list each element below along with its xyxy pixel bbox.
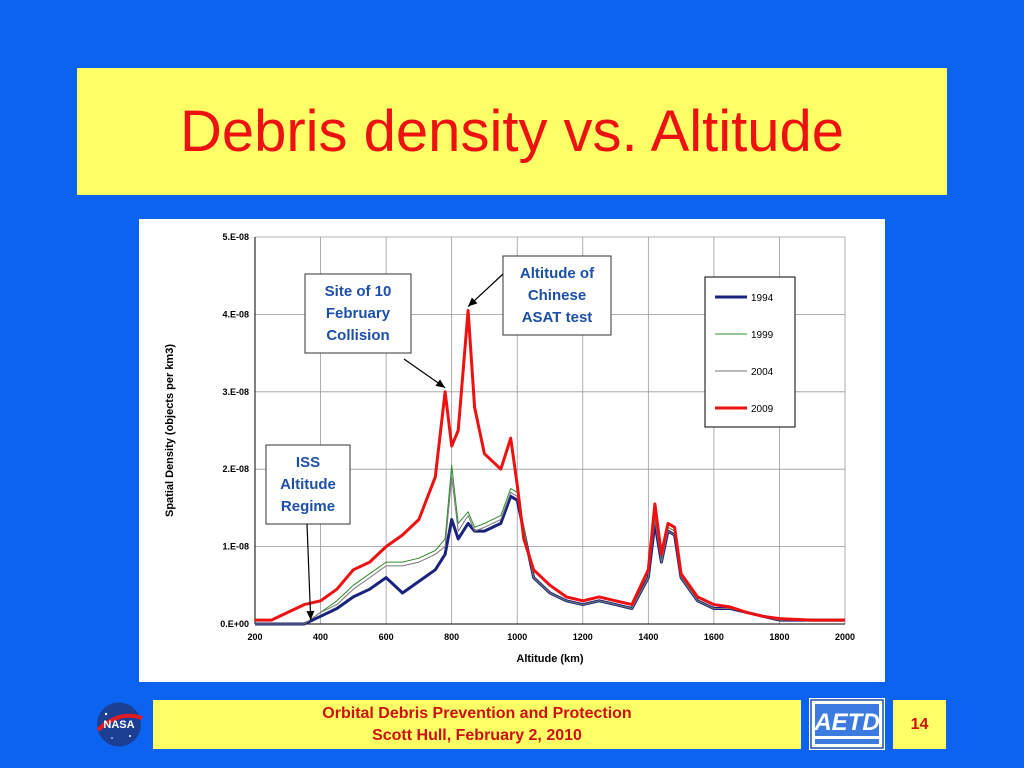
nasa-logo: NASA xyxy=(92,700,146,749)
x-tick-label: 2000 xyxy=(835,632,855,642)
title-panel: Debris density vs. Altitude xyxy=(77,68,947,195)
annotation-text-feb-collision: Collision xyxy=(326,327,389,344)
page-number: 14 xyxy=(910,715,929,733)
x-axis-label: Altitude (km) xyxy=(516,653,584,665)
x-tick-label: 1000 xyxy=(507,632,527,642)
x-tick-label: 800 xyxy=(444,632,459,642)
annotation-arrow-iss-regime xyxy=(306,523,312,621)
series-line-2009 xyxy=(255,309,845,622)
x-tick-label: 1400 xyxy=(638,632,658,642)
y-tick-label: 4.E-08 xyxy=(222,309,249,319)
aetd-logo: AETD xyxy=(809,698,885,750)
x-tick-label: 600 xyxy=(379,632,394,642)
x-tick-label: 1800 xyxy=(769,632,789,642)
annotation-box-iss-regime xyxy=(265,444,351,525)
y-tick-label: 0.E+00 xyxy=(220,619,249,629)
footer-line-2: Scott Hull, February 2, 2010 xyxy=(372,726,582,744)
annotation-arrowhead-feb-collision xyxy=(435,379,446,388)
y-tick-label: 3.E-08 xyxy=(222,387,249,397)
annotation-text-asat-test: ASAT test xyxy=(522,309,593,326)
x-tick-label: 400 xyxy=(313,632,328,642)
x-tick-label: 1600 xyxy=(704,632,724,642)
annotation-text-asat-test: Altitude of xyxy=(520,265,595,282)
aetd-logo-text: AETD xyxy=(813,709,879,736)
page-number-panel: 14 xyxy=(893,700,946,749)
x-tick-label: 1200 xyxy=(573,632,593,642)
annotation-text-iss-regime: Altitude xyxy=(280,476,336,493)
annotation-text-iss-regime: ISS xyxy=(296,454,320,471)
legend-label-2009: 2009 xyxy=(751,404,774,415)
legend-label-2004: 2004 xyxy=(751,367,774,378)
annotation-text-iss-regime: Regime xyxy=(281,498,335,515)
annotation-text-asat-test: Chinese xyxy=(528,287,586,304)
legend-box xyxy=(704,276,796,428)
legend-label-1994: 1994 xyxy=(751,293,774,304)
y-tick-label: 2.E-08 xyxy=(222,464,249,474)
annotation-box-feb-collision xyxy=(304,273,412,354)
annotation-box-asat-test xyxy=(502,255,612,336)
legend-label-1999: 1999 xyxy=(751,330,774,341)
annotation-text-feb-collision: February xyxy=(326,305,391,322)
annotation-arrowhead-iss-regime xyxy=(306,610,315,620)
x-tick-label: 200 xyxy=(247,632,262,642)
footer-panel: Orbital Debris Prevention and Protection… xyxy=(153,700,801,749)
chart-panel: 0.E+00 1.E-08 2.E-08 3.E-08 4.E-08 5.E-08 200 4… xyxy=(139,219,885,682)
annotation-text-feb-collision: Site of 10 xyxy=(325,283,392,300)
y-tick-label: 5.E-08 xyxy=(222,232,249,242)
annotation-arrowhead-asat-test xyxy=(468,297,478,307)
y-axis-label: Spatial Density (objects per km3) xyxy=(164,344,176,517)
slide-title: Debris density vs. Altitude xyxy=(179,99,845,164)
footer-line-1: Orbital Debris Prevention and Protection xyxy=(322,704,632,722)
y-tick-label: 1.E-08 xyxy=(222,542,249,552)
nasa-logo-text: NASA xyxy=(103,719,134,731)
